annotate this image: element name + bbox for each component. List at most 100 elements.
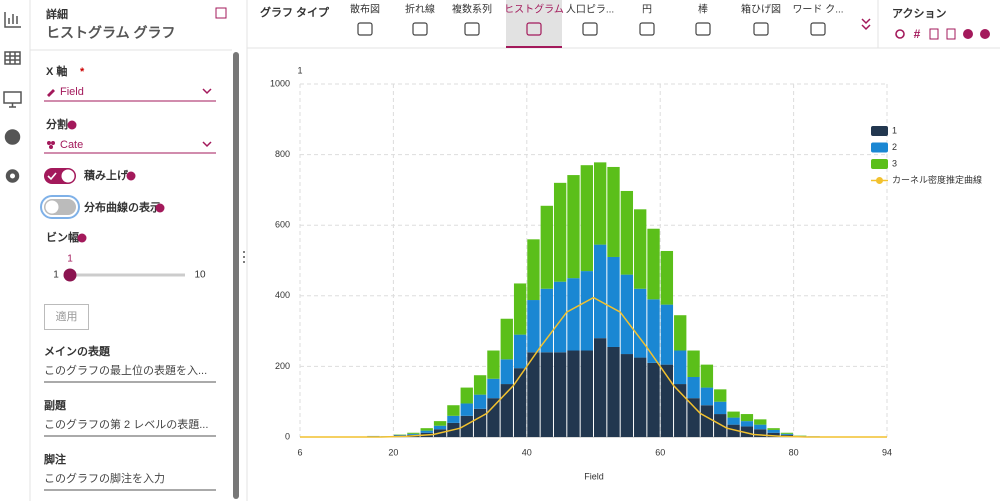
input-placeholder[interactable]: このグラフの第 2 レベルの表題...	[44, 417, 208, 431]
histogram-bar	[714, 401, 727, 415]
x-axis-title: Field	[584, 471, 604, 481]
histogram-bar	[740, 414, 754, 422]
sidebar: 詳細 ヒストグラム グラフ X 軸 * Field 分割 Cate 積み上げ 分…	[30, 7, 239, 499]
histogram-bar	[754, 424, 767, 430]
input-placeholder[interactable]: このグラフの最上位の表題を入...	[44, 363, 207, 377]
chart-type-label: 折れ線	[405, 3, 435, 16]
refresh-icon[interactable]	[895, 29, 905, 39]
palette-icon[interactable]	[963, 29, 973, 39]
info-icon[interactable]	[126, 171, 136, 181]
histogram-bar	[513, 368, 527, 437]
chart-type-button[interactable]: 折れ線	[405, 3, 435, 36]
histogram-bar	[567, 350, 580, 437]
histogram-bar	[567, 175, 580, 279]
chart-type-icon	[810, 22, 826, 36]
chart-type-button[interactable]: ワード ク...	[792, 4, 844, 36]
histogram-bar	[540, 205, 553, 289]
hash-icon[interactable]: #	[914, 27, 921, 41]
histogram-bar	[620, 274, 634, 355]
histogram-bar	[700, 364, 714, 388]
histogram-bar	[553, 352, 567, 437]
chart-type-icon	[695, 22, 711, 36]
dropdown-value[interactable]: Field	[60, 86, 84, 98]
density-curve	[300, 296, 887, 438]
legend-swatch	[871, 126, 888, 136]
info-icon[interactable]	[67, 120, 77, 130]
input-label: メインの表題	[44, 344, 111, 358]
legend-swatch	[876, 177, 883, 184]
screen-icon[interactable]	[3, 91, 22, 108]
chart-type-icon	[412, 22, 428, 36]
chart-type-label: 人口ピラ...	[566, 4, 614, 16]
chart-type-button[interactable]: ヒストグラム	[504, 0, 564, 48]
legend-swatch	[871, 159, 888, 169]
slider-min: 1	[53, 270, 59, 281]
histogram-bar	[767, 428, 780, 430]
chart-type-button[interactable]: 円	[639, 5, 655, 36]
toggle[interactable]	[40, 195, 80, 219]
histogram-bar	[580, 165, 593, 272]
table-icon[interactable]	[4, 51, 21, 65]
histogram-bar	[460, 403, 473, 416]
slider-knob[interactable]	[63, 268, 77, 282]
splitter-grip	[243, 251, 245, 263]
histogram-bar	[674, 350, 687, 385]
chart-type-button[interactable]: 人口ピラ...	[566, 4, 614, 36]
histogram-bar	[527, 352, 540, 437]
more-button[interactable]	[861, 18, 871, 31]
y-tick-label: 800	[275, 149, 290, 159]
dropdown-chevron[interactable]	[202, 88, 212, 95]
pdf-icon[interactable]	[929, 28, 939, 40]
histogram-bar	[607, 166, 620, 257]
histogram-bar	[473, 375, 487, 395]
histogram-bar	[500, 384, 513, 437]
apply-button-label: 適用	[56, 309, 78, 323]
image-icon[interactable]	[946, 28, 956, 40]
histogram-bar	[553, 182, 567, 282]
dropdown-value[interactable]: Cate	[60, 139, 83, 151]
histogram-bar	[687, 398, 700, 437]
toggle[interactable]	[44, 168, 76, 184]
legend: 1 2 3 カーネル密度推定曲線	[871, 125, 982, 185]
chart-type-label: 円	[642, 5, 652, 16]
x-tick-label: 40	[522, 447, 532, 457]
toggle-label: 分布曲線の表示	[84, 200, 161, 214]
chart-type-button[interactable]: 棒	[695, 3, 711, 36]
histogram-bar	[700, 405, 714, 437]
settings-icon[interactable]	[980, 29, 990, 39]
chart-type-label: ヒストグラム	[504, 3, 564, 16]
apply-button[interactable]	[44, 304, 89, 330]
legend-swatch	[871, 142, 888, 153]
histogram-bar	[594, 162, 607, 245]
settings-icon[interactable]	[5, 169, 20, 183]
histogram-bar	[780, 433, 794, 435]
slider-value: 1	[67, 254, 73, 265]
toolbar-label: グラフ タイプ	[260, 5, 330, 19]
chart-icon[interactable]	[4, 12, 21, 28]
histogram-bar	[767, 429, 780, 433]
chart-type-button[interactable]: 散布図	[350, 3, 380, 36]
histogram-bar	[580, 350, 593, 437]
chart-type-button[interactable]: 複数系列	[452, 3, 492, 36]
info-icon[interactable]	[155, 203, 165, 213]
chart-type-button[interactable]: 箱ひげ図	[741, 3, 781, 36]
collapse-button[interactable]	[215, 7, 227, 19]
chart-type-label: 散布図	[350, 3, 380, 16]
scrollbar[interactable]	[233, 52, 239, 499]
histogram-bar	[487, 398, 500, 437]
input-placeholder[interactable]: このグラフの脚注を入力	[44, 471, 165, 485]
palette-icon[interactable]	[4, 129, 21, 145]
histogram-bar	[687, 350, 700, 377]
info-icon[interactable]	[77, 233, 87, 243]
histogram-bar	[687, 376, 700, 399]
histogram-bar	[420, 428, 433, 431]
slider[interactable]: 1 10 1	[53, 254, 206, 282]
dropdown-chevron[interactable]	[202, 141, 212, 148]
histogram-bar	[660, 304, 674, 365]
histogram-bar	[487, 378, 500, 399]
histogram-bar	[433, 421, 447, 426]
histogram-bar	[674, 315, 687, 351]
histogram-bar	[754, 419, 767, 425]
histogram-bar	[634, 209, 647, 289]
histogram-bar	[780, 432, 794, 434]
